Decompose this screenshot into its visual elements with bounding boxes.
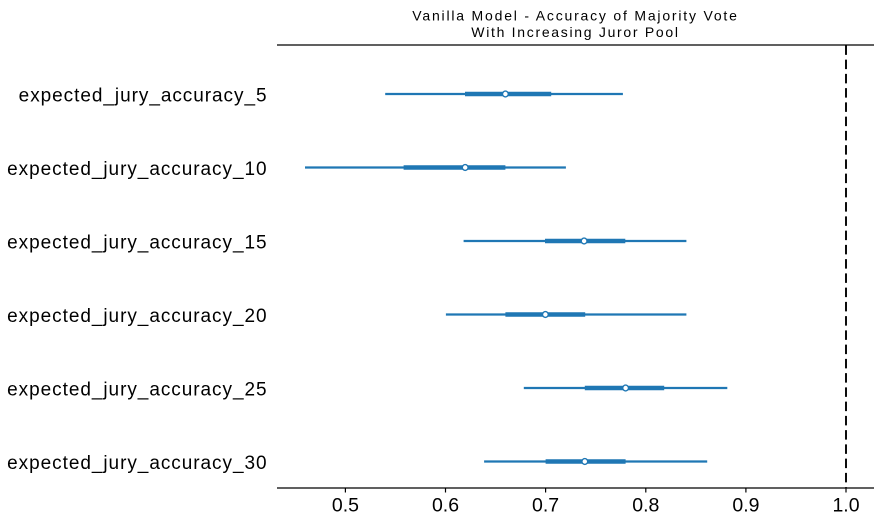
svg-text:0.5: 0.5: [332, 495, 359, 517]
svg-text:expected_jury_accuracy_25: expected_jury_accuracy_25: [7, 379, 267, 400]
svg-text:expected_jury_accuracy_10: expected_jury_accuracy_10: [7, 159, 267, 180]
svg-text:With Increasing Juror Pool: With Increasing Juror Pool: [471, 24, 679, 40]
svg-text:expected_jury_accuracy_30: expected_jury_accuracy_30: [7, 453, 267, 474]
svg-text:0.9: 0.9: [732, 495, 759, 517]
svg-text:Vanilla Model - Accuracy of Ma: Vanilla Model - Accuracy of Majority Vot…: [412, 8, 738, 24]
svg-text:0.8: 0.8: [632, 495, 659, 517]
svg-text:expected_jury_accuracy_15: expected_jury_accuracy_15: [7, 232, 267, 253]
svg-text:expected_jury_accuracy_20: expected_jury_accuracy_20: [7, 306, 267, 327]
svg-text:0.7: 0.7: [532, 495, 559, 517]
svg-text:expected_jury_accuracy_5: expected_jury_accuracy_5: [19, 85, 268, 106]
svg-text:0.6: 0.6: [432, 495, 459, 517]
svg-text:1.0: 1.0: [832, 495, 859, 517]
